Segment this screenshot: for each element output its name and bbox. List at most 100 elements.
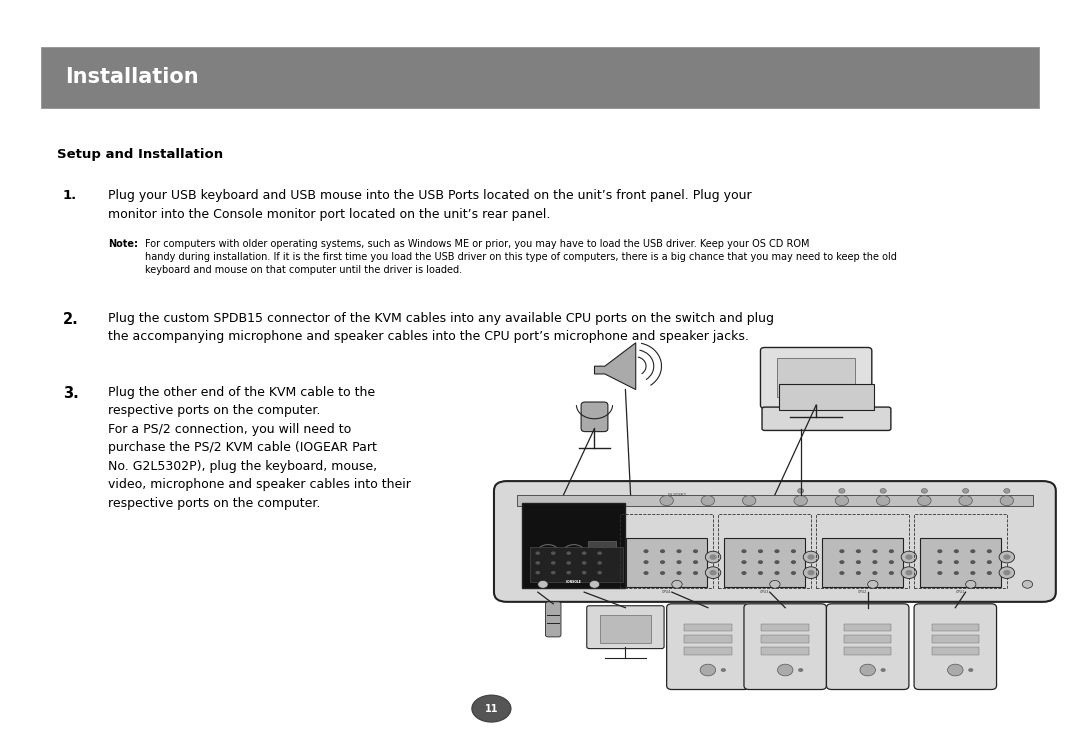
Circle shape xyxy=(791,560,796,564)
Circle shape xyxy=(778,664,793,676)
Circle shape xyxy=(1003,570,1011,575)
Circle shape xyxy=(855,560,861,564)
FancyBboxPatch shape xyxy=(581,402,608,432)
Circle shape xyxy=(472,695,511,722)
Circle shape xyxy=(551,571,555,574)
Text: 11: 11 xyxy=(485,703,498,714)
Circle shape xyxy=(676,560,681,564)
Circle shape xyxy=(987,560,991,564)
Circle shape xyxy=(774,549,780,553)
FancyBboxPatch shape xyxy=(762,407,891,430)
FancyBboxPatch shape xyxy=(843,647,891,655)
Circle shape xyxy=(741,549,746,553)
Circle shape xyxy=(566,551,571,555)
FancyBboxPatch shape xyxy=(920,539,1001,588)
Circle shape xyxy=(551,561,555,565)
Text: For computers with older operating systems, such as Windows ME or prior, you may: For computers with older operating syste… xyxy=(145,239,896,275)
Circle shape xyxy=(758,571,764,575)
FancyBboxPatch shape xyxy=(685,635,731,643)
Circle shape xyxy=(855,571,861,575)
Circle shape xyxy=(999,551,1014,563)
Circle shape xyxy=(839,549,845,553)
Circle shape xyxy=(880,488,887,493)
Text: 3.: 3. xyxy=(63,386,79,401)
Circle shape xyxy=(966,580,976,588)
Circle shape xyxy=(901,567,917,579)
Circle shape xyxy=(660,496,673,505)
Circle shape xyxy=(901,551,917,563)
Text: CPU2: CPU2 xyxy=(858,590,867,594)
Circle shape xyxy=(954,549,959,553)
Circle shape xyxy=(700,664,716,676)
Circle shape xyxy=(582,551,586,555)
Text: CONSOLE: CONSOLE xyxy=(566,580,582,583)
Circle shape xyxy=(536,561,540,565)
Circle shape xyxy=(839,560,845,564)
Circle shape xyxy=(839,488,845,493)
Circle shape xyxy=(710,554,717,559)
Circle shape xyxy=(970,571,975,575)
FancyBboxPatch shape xyxy=(685,647,731,655)
Circle shape xyxy=(808,554,814,559)
Circle shape xyxy=(693,549,698,553)
FancyBboxPatch shape xyxy=(826,604,909,689)
Circle shape xyxy=(804,567,819,579)
Circle shape xyxy=(660,560,665,564)
FancyBboxPatch shape xyxy=(843,635,891,643)
FancyBboxPatch shape xyxy=(761,635,809,643)
FancyBboxPatch shape xyxy=(523,502,625,588)
Circle shape xyxy=(791,549,796,553)
Circle shape xyxy=(644,560,649,564)
Circle shape xyxy=(889,571,894,575)
Circle shape xyxy=(1003,554,1011,559)
Circle shape xyxy=(741,560,746,564)
Circle shape xyxy=(808,570,814,575)
Circle shape xyxy=(590,580,599,588)
Circle shape xyxy=(1023,580,1032,588)
Circle shape xyxy=(582,561,586,565)
FancyBboxPatch shape xyxy=(589,541,617,558)
Circle shape xyxy=(710,570,717,575)
Circle shape xyxy=(566,571,571,574)
Circle shape xyxy=(1003,488,1010,493)
FancyBboxPatch shape xyxy=(760,347,872,408)
Circle shape xyxy=(720,668,726,672)
Circle shape xyxy=(867,580,878,588)
Circle shape xyxy=(889,549,894,553)
Circle shape xyxy=(889,560,894,564)
Circle shape xyxy=(741,571,746,575)
Circle shape xyxy=(563,545,585,562)
Circle shape xyxy=(536,551,540,555)
Circle shape xyxy=(693,560,698,564)
FancyBboxPatch shape xyxy=(779,384,875,410)
Text: CPU1: CPU1 xyxy=(956,590,966,594)
FancyBboxPatch shape xyxy=(599,616,651,643)
Circle shape xyxy=(774,560,780,564)
FancyBboxPatch shape xyxy=(626,539,707,588)
FancyBboxPatch shape xyxy=(822,539,903,588)
Circle shape xyxy=(937,571,943,575)
FancyBboxPatch shape xyxy=(586,605,664,649)
FancyBboxPatch shape xyxy=(932,635,978,643)
Circle shape xyxy=(860,664,876,676)
FancyBboxPatch shape xyxy=(725,539,805,588)
Circle shape xyxy=(794,496,808,505)
Circle shape xyxy=(644,549,649,553)
FancyBboxPatch shape xyxy=(932,647,978,655)
Circle shape xyxy=(798,668,804,672)
Text: Plug your USB keyboard and USB mouse into the USB Ports located on the unit’s fr: Plug your USB keyboard and USB mouse int… xyxy=(108,189,752,220)
Circle shape xyxy=(705,567,720,579)
Circle shape xyxy=(644,571,649,575)
Circle shape xyxy=(835,496,849,505)
FancyBboxPatch shape xyxy=(41,47,1039,108)
Circle shape xyxy=(839,571,845,575)
Circle shape xyxy=(774,571,780,575)
Circle shape xyxy=(918,496,931,505)
Circle shape xyxy=(797,488,804,493)
Circle shape xyxy=(970,560,975,564)
Circle shape xyxy=(937,549,943,553)
Circle shape xyxy=(566,561,571,565)
Circle shape xyxy=(970,549,975,553)
Text: CPU3: CPU3 xyxy=(760,590,769,594)
Circle shape xyxy=(880,668,886,672)
